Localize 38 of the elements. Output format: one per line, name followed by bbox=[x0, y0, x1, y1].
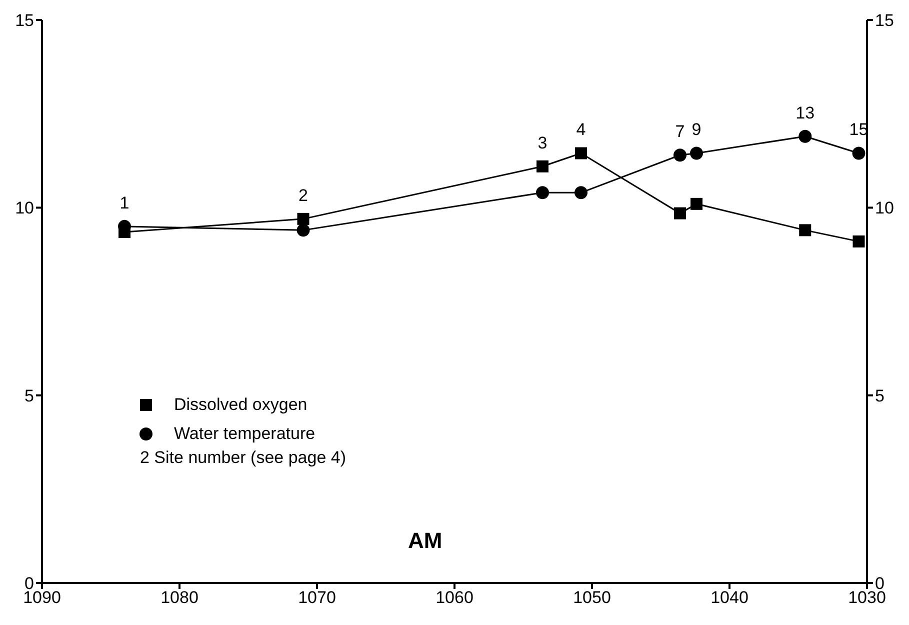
point bbox=[297, 212, 310, 225]
y2-tick-label: 10 bbox=[875, 198, 894, 218]
point bbox=[536, 186, 549, 200]
annotation: AM bbox=[408, 528, 442, 554]
x-tick-label: 1040 bbox=[710, 588, 748, 608]
annotation: 2 Site number (see page 4) bbox=[140, 448, 346, 468]
annotation: 13 bbox=[796, 103, 815, 122]
point bbox=[674, 207, 686, 220]
point bbox=[296, 224, 310, 237]
y-tick-label: 15 bbox=[15, 11, 34, 30]
point bbox=[674, 148, 686, 162]
annotation: 7 bbox=[675, 122, 685, 142]
y-tick-label: 10 bbox=[15, 198, 34, 218]
y-tick-label: 5 bbox=[24, 386, 34, 406]
point bbox=[690, 198, 702, 210]
point bbox=[690, 146, 703, 160]
legend-label: Dissolved oxygen bbox=[174, 394, 308, 416]
x-tick-label: 1030 bbox=[848, 588, 886, 608]
point bbox=[852, 235, 865, 248]
y2-tick-label: 15 bbox=[875, 11, 894, 30]
annotation: 9 bbox=[692, 120, 702, 140]
annotation: 2 bbox=[298, 186, 308, 205]
legend-label: Water temperature bbox=[174, 423, 316, 445]
x-tick-label: 1080 bbox=[160, 588, 198, 608]
y2-tick-label: 5 bbox=[875, 386, 884, 406]
point bbox=[852, 146, 866, 160]
point bbox=[574, 186, 588, 200]
annotation: 4 bbox=[576, 120, 586, 140]
annotation: 1 bbox=[120, 193, 130, 212]
x-tick-label: 1060 bbox=[436, 588, 474, 608]
annotation: 3 bbox=[538, 133, 548, 152]
point bbox=[799, 224, 812, 236]
point bbox=[575, 147, 587, 160]
point bbox=[536, 160, 548, 172]
x-tick-label: 1090 bbox=[23, 588, 61, 608]
x-tick-label: 1050 bbox=[573, 588, 611, 608]
point bbox=[798, 130, 812, 143]
x-tick-label: 1070 bbox=[298, 588, 336, 608]
